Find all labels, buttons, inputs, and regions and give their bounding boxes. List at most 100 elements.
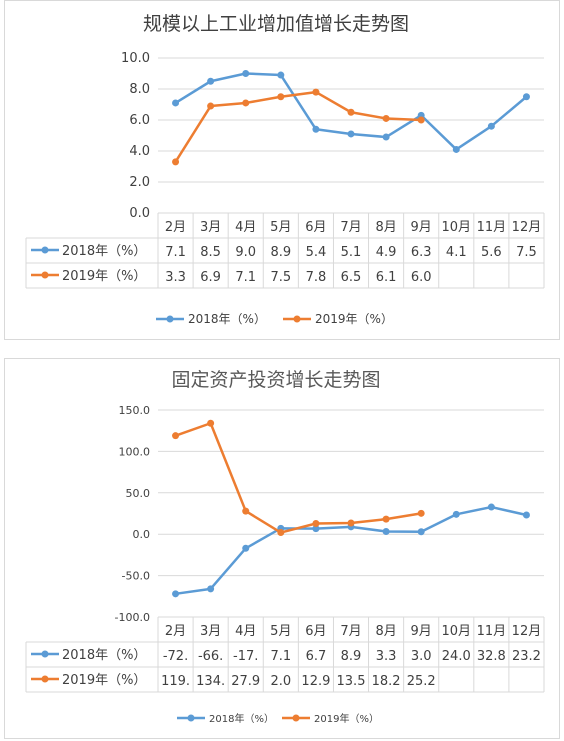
table-cell: 6.3 — [411, 245, 432, 260]
data-point — [452, 145, 460, 153]
data-point — [207, 77, 215, 85]
table-cell: 3.3 — [376, 649, 397, 664]
table-cell: 7.8 — [306, 270, 327, 285]
table-cell: 5.4 — [306, 245, 327, 260]
table-cell: 3.3 — [165, 270, 186, 285]
category-label: 8月 — [375, 624, 396, 639]
data-point — [347, 130, 355, 138]
table-cell: 6.7 — [306, 649, 327, 664]
table-cell: 7.1 — [165, 245, 186, 260]
table-cell: 119. — [161, 674, 190, 689]
y-tick-label: 4.0 — [129, 144, 150, 159]
data-point — [172, 99, 180, 107]
data-point — [452, 510, 460, 518]
table-cell: 8.9 — [341, 649, 362, 664]
table-cell: 6.1 — [376, 270, 397, 285]
category-label: 11月 — [477, 220, 507, 235]
table-cell: 32.8 — [477, 649, 506, 664]
category-label: 2月 — [165, 220, 186, 235]
data-point — [172, 432, 180, 440]
row-legend-marker — [41, 271, 49, 279]
legend-marker — [292, 714, 300, 722]
data-point — [382, 527, 390, 535]
category-label: 3月 — [200, 624, 221, 639]
table-cell: 8.9 — [270, 245, 291, 260]
table-cell: 5.1 — [341, 245, 362, 260]
category-label: 3月 — [200, 220, 221, 235]
data-point — [242, 70, 250, 77]
industrial-value-chart: 规模以上工业增加值增长走势图 0.0 2.0 4.0 6.0 8.0 10.0 2月 3月 4月 5… — [25, 13, 545, 326]
industrial-value-chart-panel: 规模以上工业增加值增长走势图 0.0 2.0 4.0 6.0 8.0 10.0 2月 3月 4月 5… — [0, 0, 564, 342]
data-point — [242, 99, 250, 107]
data-point — [242, 544, 250, 552]
data-point — [487, 503, 495, 511]
series-line-2019 — [175, 421, 422, 534]
legend-marker — [166, 315, 174, 323]
table-cell: -17. — [233, 649, 258, 664]
legend-marker — [293, 315, 301, 323]
data-point — [487, 122, 495, 130]
table-cell: 7.1 — [270, 649, 291, 664]
data-point — [347, 519, 355, 527]
data-point — [347, 108, 355, 116]
data-point — [277, 93, 285, 101]
y-tick-label: 0.0 — [129, 206, 150, 221]
table-cell: 7.1 — [235, 270, 256, 285]
category-label: 2月 — [165, 624, 186, 639]
category-label: 4月 — [235, 624, 256, 639]
row-legend-marker — [41, 675, 49, 683]
category-label: 8月 — [375, 220, 396, 235]
table-cell: 7.5 — [270, 270, 291, 285]
category-label: 12月 — [512, 220, 542, 235]
category-label: 10月 — [441, 220, 471, 235]
data-point — [277, 529, 285, 537]
row-series-label: 2018年（%） — [62, 244, 146, 259]
category-label: 11月 — [477, 624, 507, 639]
category-label: 12月 — [512, 624, 542, 639]
table-cell: 2.0 — [270, 674, 291, 689]
row-series-label: 2019年（%） — [62, 673, 146, 688]
data-point — [207, 419, 215, 427]
y-tick-label: 150.0 — [119, 404, 151, 417]
data-point — [242, 507, 250, 515]
y-tick-label: 8.0 — [129, 82, 150, 97]
y-tick-label: 100.0 — [119, 445, 151, 458]
data-point — [382, 114, 390, 122]
y-tick-label: 0.0 — [133, 528, 151, 541]
data-point — [417, 528, 425, 536]
table-cell: 5.6 — [481, 245, 502, 260]
series-line-2019 — [174, 90, 422, 163]
table-cell: 13.5 — [337, 674, 366, 689]
legend-label: 2019年（%） — [315, 312, 393, 326]
data-point — [277, 71, 285, 79]
category-label: 10月 — [441, 624, 471, 639]
fixed-asset-investment-chart-panel: 固定资产投资增长走势图 -100.0 -50.0 0.0 50.0 100.0 150.0 2… — [0, 358, 564, 741]
category-label: 6月 — [305, 624, 326, 639]
table-cell: 134. — [196, 674, 225, 689]
table-cell: 24.0 — [442, 649, 471, 664]
table-cell: 12.9 — [301, 674, 330, 689]
data-point — [312, 125, 320, 133]
legend-label: 2018年（%） — [188, 312, 266, 326]
table-cell: 3.0 — [411, 649, 432, 664]
data-point — [312, 520, 320, 528]
table-cell: 9.0 — [235, 245, 256, 260]
table-cell: -72. — [163, 649, 188, 664]
table-cell: 6.5 — [341, 270, 362, 285]
y-tick-label: -50.0 — [122, 570, 150, 583]
data-point — [382, 515, 390, 523]
y-tick-label: 50.0 — [126, 487, 151, 500]
table-cell: 4.1 — [446, 245, 467, 260]
y-tick-label: 2.0 — [129, 175, 150, 190]
category-label: 6月 — [305, 220, 326, 235]
data-point — [172, 158, 180, 166]
data-point — [417, 116, 425, 124]
category-label: 5月 — [270, 624, 291, 639]
data-point — [522, 511, 530, 519]
table-cell: 8.5 — [200, 245, 221, 260]
table-cell: 4.9 — [376, 245, 397, 260]
chart-frame — [4, 358, 560, 739]
data-point — [312, 88, 320, 96]
table-cell: 7.5 — [516, 245, 537, 260]
row-legend-marker — [41, 246, 49, 254]
